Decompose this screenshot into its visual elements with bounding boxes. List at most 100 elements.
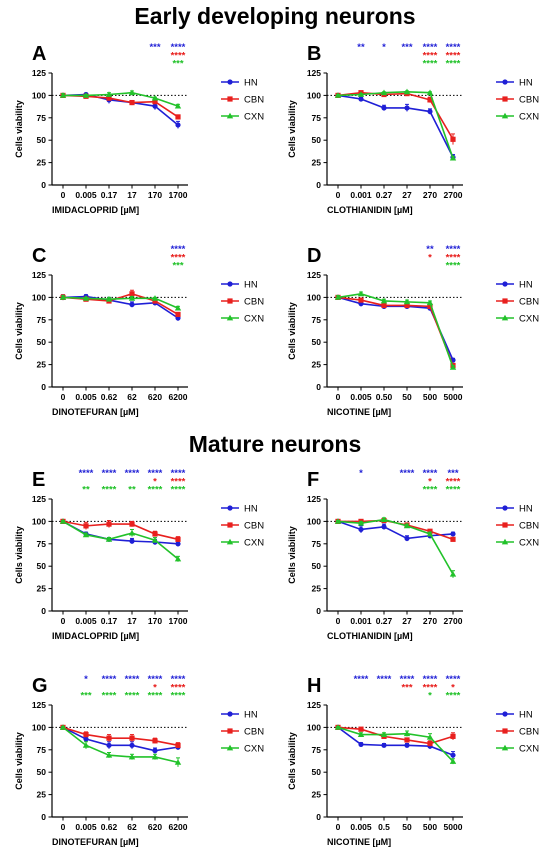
panel-letter-c: C — [32, 245, 46, 267]
data-point-b-cxn-0 — [334, 92, 342, 98]
x-tick-label-a-0: 0 — [61, 190, 66, 200]
legend-label-f-cxn: CXN — [519, 538, 539, 549]
significance-g-4-cbn: * — [153, 682, 157, 693]
data-point-g-hn-4 — [152, 748, 158, 754]
y-tick-label-b-50: 50 — [312, 135, 322, 145]
panel-letter-h: H — [307, 675, 321, 697]
data-point-f-hn-2 — [381, 524, 387, 530]
data-point-d-cbn-1 — [358, 297, 364, 303]
data-point-h-cxn-4 — [426, 734, 434, 740]
significance-g-2-cxn: **** — [102, 691, 117, 702]
y-axis-label-b: Cells viability — [287, 100, 297, 158]
data-point-g-hn-1 — [83, 736, 89, 742]
y-tick-label-a-50: 50 — [37, 135, 47, 145]
data-point-c-hn-3 — [129, 301, 135, 308]
data-point-g-cxn-4 — [151, 753, 159, 760]
legend-marker-h-cbn — [502, 728, 508, 734]
y-axis-label-c: Cells viability — [14, 302, 24, 360]
y-axis-label-g: Cells viability — [14, 732, 24, 790]
legend-marker-g-cxn — [226, 744, 234, 751]
x-tick-label-c-1: 0.005 — [75, 392, 97, 402]
x-tick-label-c-2: 0.62 — [101, 392, 118, 402]
data-point-f-cxn-5 — [449, 571, 457, 577]
significance-f-3-hn: **** — [400, 468, 415, 479]
y-tick-label-a-100: 100 — [32, 90, 46, 100]
data-point-b-cxn-1 — [357, 91, 365, 97]
legend-marker-b-cbn — [502, 96, 508, 102]
significance-a-4-hn: *** — [149, 42, 160, 53]
data-point-c-cbn-4 — [152, 298, 158, 304]
significance-e-4-cxn: **** — [148, 485, 163, 496]
data-point-c-cxn-0 — [59, 294, 67, 300]
legend-marker-c-cxn — [226, 314, 234, 321]
legend-label-f-cbn: CBN — [519, 521, 539, 532]
legend-marker-c-hn — [227, 281, 233, 287]
significance-h-5-cxn: **** — [446, 691, 461, 702]
data-point-h-cbn-5 — [450, 733, 456, 739]
x-tick-label-e-4: 170 — [148, 616, 162, 626]
x-tick-label-f-2: 0.27 — [376, 616, 393, 626]
data-point-e-cxn-1 — [82, 531, 90, 538]
x-tick-label-g-5: 6200 — [169, 822, 188, 832]
significance-e-5-cbn: **** — [171, 476, 186, 487]
x-tick-label-f-4: 270 — [423, 616, 437, 626]
data-point-g-cbn-5 — [175, 742, 181, 748]
y-tick-label-f-50: 50 — [312, 561, 322, 571]
legend-label-a-cbn: CBN — [244, 95, 264, 106]
legend-marker-e-hn — [227, 505, 233, 511]
data-point-a-cxn-4 — [151, 94, 159, 101]
panel-e: E 0 25 50 75 100 125 0 0.005 0.17 17 170 1700 Cells v… — [14, 468, 264, 641]
significance-e-3-cxn: ** — [128, 485, 136, 496]
legend-marker-a-cbn — [227, 96, 233, 102]
y-tick-label-d-0: 0 — [316, 382, 321, 392]
legend-label-g-cbn: CBN — [244, 727, 264, 738]
data-point-d-cxn-1 — [357, 290, 365, 297]
data-point-b-cbn-4 — [427, 97, 433, 103]
data-point-c-cxn-4 — [151, 295, 159, 301]
significance-h-3-hn: **** — [400, 674, 415, 685]
y-tick-label-f-125: 125 — [307, 494, 321, 504]
y-tick-label-a-0: 0 — [41, 180, 46, 190]
x-tick-label-a-5: 1700 — [169, 190, 188, 200]
x-axis-label-g: DINOTEFURAN [µM] — [52, 837, 139, 847]
x-tick-label-e-5: 1700 — [169, 616, 188, 626]
data-point-a-cbn-4 — [152, 99, 158, 105]
y-tick-label-g-125: 125 — [32, 700, 46, 710]
data-point-h-hn-2 — [381, 742, 387, 748]
title-mature-neurons: Mature neurons — [189, 431, 362, 457]
x-tick-label-a-4: 170 — [148, 190, 162, 200]
x-tick-label-f-0: 0 — [336, 616, 341, 626]
y-tick-label-e-25: 25 — [37, 584, 47, 594]
y-tick-label-f-100: 100 — [307, 516, 321, 526]
significance-e-1-cxn: ** — [82, 485, 90, 496]
data-point-e-cbn-3 — [129, 521, 135, 527]
x-tick-label-b-5: 2700 — [444, 190, 463, 200]
legend-marker-c-cbn — [227, 298, 233, 304]
legend-label-d-hn: HN — [519, 280, 533, 291]
significance-g-1-hn: * — [84, 674, 88, 685]
data-point-c-cxn-5 — [174, 304, 182, 311]
y-tick-label-d-125: 125 — [307, 270, 321, 280]
x-tick-label-c-5: 6200 — [169, 392, 188, 402]
y-tick-label-f-25: 25 — [312, 584, 322, 594]
data-point-e-cxn-5 — [174, 555, 182, 562]
data-point-h-cbn-1 — [358, 726, 364, 732]
y-tick-label-e-100: 100 — [32, 516, 46, 526]
data-point-d-cxn-2 — [380, 297, 388, 304]
x-tick-label-f-5: 2700 — [444, 616, 463, 626]
significance-d-5-cxn: **** — [446, 261, 461, 272]
data-point-b-hn-2 — [381, 105, 387, 111]
significance-d-5-cbn: **** — [446, 252, 461, 263]
legend-label-b-cxn: CXN — [519, 112, 539, 123]
legend-label-a-hn: HN — [244, 78, 258, 89]
significance-g-4-hn: **** — [148, 674, 163, 685]
legend-marker-h-hn — [502, 711, 508, 717]
data-point-b-cxn-5 — [449, 154, 457, 161]
y-tick-label-d-100: 100 — [307, 292, 321, 302]
panel-letter-a: A — [32, 43, 46, 65]
legend-label-b-hn: HN — [519, 78, 533, 89]
significance-b-4-cbn: **** — [423, 50, 438, 61]
data-point-g-cxn-2 — [105, 751, 113, 758]
significance-c-5-cbn: **** — [171, 252, 186, 263]
